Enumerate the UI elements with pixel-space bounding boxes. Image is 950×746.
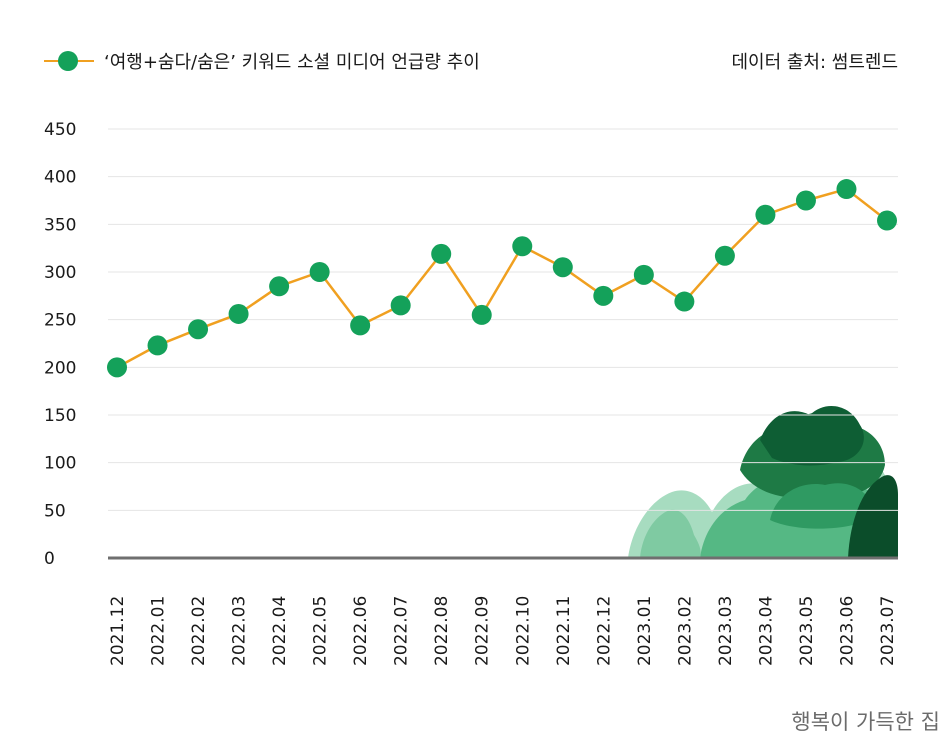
x-tick-label: 2022.05: [311, 596, 331, 666]
y-tick-label: 150: [44, 406, 76, 426]
x-tick-label: 2023.04: [756, 596, 776, 666]
data-point: [512, 236, 533, 257]
data-source: 데이터 출처: 썸트렌드: [731, 52, 898, 73]
data-point: [633, 264, 654, 285]
x-tick-label: 2022.08: [432, 596, 452, 666]
data-point: [877, 210, 897, 231]
y-tick-label: 300: [44, 263, 76, 283]
y-tick-label: 350: [44, 215, 76, 235]
data-point: [228, 303, 249, 324]
x-tick-label: 2023.05: [797, 596, 817, 666]
x-tick-label: 2023.02: [675, 596, 695, 666]
data-point: [107, 357, 127, 378]
data-point: [269, 276, 290, 297]
data-point: [471, 304, 492, 325]
legend-label: ‘여행+숨다/숨은’ 키워드 소셜 미디어 언급량 추이: [104, 52, 480, 73]
x-tick-label: 2022.01: [149, 596, 169, 666]
y-tick-label: 250: [44, 311, 76, 331]
data-point: [147, 335, 168, 356]
x-tick-label: 2021.12: [108, 596, 128, 666]
y-tick-label: 100: [44, 454, 76, 474]
data-point: [390, 295, 411, 316]
data-point: [795, 190, 816, 211]
legend: ‘여행+숨다/숨은’ 키워드 소셜 미디어 언급량 추이: [44, 46, 480, 76]
data-point: [552, 257, 573, 278]
x-tick-label: 2022.02: [189, 596, 209, 666]
x-tick-label: 2022.12: [594, 596, 614, 666]
x-tick-label: 2023.07: [878, 596, 898, 666]
x-tick-label: 2022.03: [230, 596, 250, 666]
data-point: [431, 243, 452, 264]
y-tick-label: 450: [44, 120, 76, 140]
x-tick-label: 2022.04: [270, 596, 290, 666]
grid-lines: [108, 128, 898, 560]
y-axis: 0 50 100 150 200 250 300 350 400 450: [44, 120, 76, 569]
legend-marker-icon: [44, 50, 94, 72]
x-tick-label: 2022.09: [473, 596, 493, 666]
data-point: [350, 315, 371, 336]
x-tick-label: 2022.07: [392, 596, 412, 666]
x-tick-label: 2023.06: [837, 596, 857, 666]
x-tick-label: 2022.06: [351, 596, 371, 666]
data-point: [188, 319, 209, 340]
x-tick-label: 2022.11: [554, 596, 574, 666]
x-axis: 2021.12 2022.01 2022.02 2022.03 2022.04 2022.…: [108, 596, 898, 666]
series-line: [107, 179, 897, 378]
y-tick-label: 200: [44, 358, 76, 378]
data-point: [714, 245, 735, 266]
y-tick-label: 0: [44, 549, 55, 569]
y-tick-label: 50: [44, 501, 66, 521]
data-point: [674, 291, 695, 312]
foliage-illustration: [628, 405, 898, 558]
data-point: [309, 262, 330, 282]
data-point: [593, 285, 614, 306]
data-point: [755, 204, 776, 225]
data-point: [836, 179, 857, 200]
x-tick-label: 2022.10: [513, 596, 533, 666]
x-tick-label: 2023.01: [635, 596, 655, 666]
y-tick-label: 400: [44, 168, 76, 188]
x-tick-label: 2023.03: [716, 596, 736, 666]
brand-logo-text: 행복이 가득한 집: [791, 710, 940, 734]
